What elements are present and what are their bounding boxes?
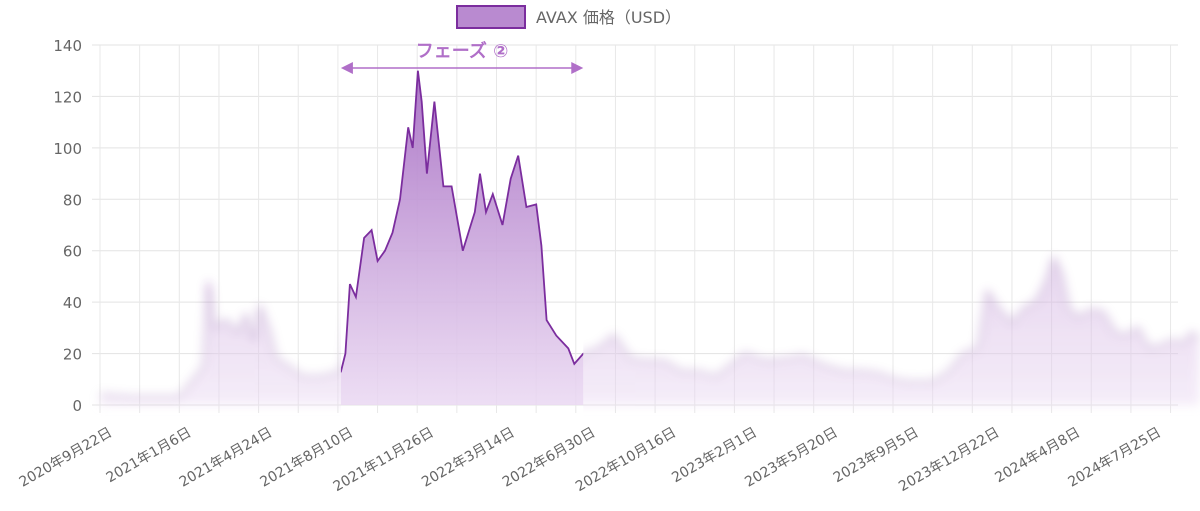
- phase-arrow-right-head: [571, 62, 584, 74]
- y-axis: 0 20 40 60 80 100 120 140: [53, 37, 82, 415]
- y-tick-label: 80: [63, 191, 82, 209]
- y-tick-label: 100: [53, 140, 82, 158]
- y-tick-label: 0: [72, 397, 82, 415]
- phase-area: [340, 70, 584, 405]
- legend-label: AVAX 価格（USD）: [536, 8, 681, 27]
- x-tick-label: 2020年9月22日: [17, 425, 115, 491]
- area-fill: [340, 70, 584, 405]
- y-tick-label: 60: [63, 243, 82, 261]
- series-line: [340, 70, 584, 373]
- y-tick-label: 120: [53, 88, 82, 106]
- y-tick-label: 40: [63, 294, 82, 312]
- legend-swatch[interactable]: [456, 5, 526, 29]
- phase-annotation: フェーズ ②: [340, 40, 584, 74]
- blurred-area-after-phase: [583, 255, 1200, 405]
- blurred-area-before-phase: [99, 281, 341, 405]
- x-axis: 2020年9月22日2021年1月6日2021年4月24日2021年8月10日2…: [17, 425, 1164, 495]
- phase-label: フェーズ ②: [416, 40, 509, 62]
- series-line: [99, 281, 341, 399]
- series-line: [583, 255, 1200, 383]
- area-fill: [100, 281, 341, 405]
- phase-arrow-left-head: [340, 62, 353, 74]
- y-tick-label: 20: [63, 346, 82, 364]
- area-fill: [583, 258, 1199, 405]
- legend[interactable]: AVAX 価格（USD）: [456, 5, 681, 29]
- y-tick-label: 140: [53, 37, 82, 55]
